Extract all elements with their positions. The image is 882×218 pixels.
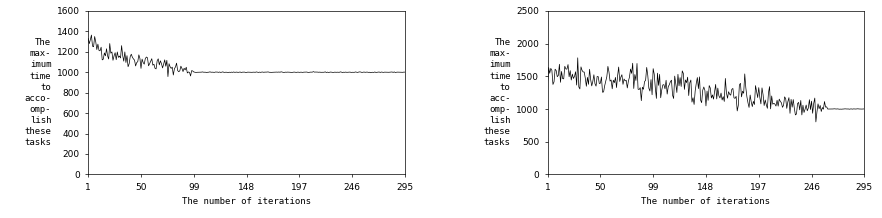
- X-axis label: The number of iterations: The number of iterations: [182, 197, 311, 206]
- X-axis label: The number of iterations: The number of iterations: [641, 197, 771, 206]
- Y-axis label: The
max-
imum
time
to
acco-
omp-
lish
these
tasks: The max- imum time to acco- omp- lish th…: [25, 38, 51, 147]
- Y-axis label: The
max-
imum
time
to
acc-
omp-
lish
these
tasks: The max- imum time to acc- omp- lish the…: [484, 38, 511, 147]
